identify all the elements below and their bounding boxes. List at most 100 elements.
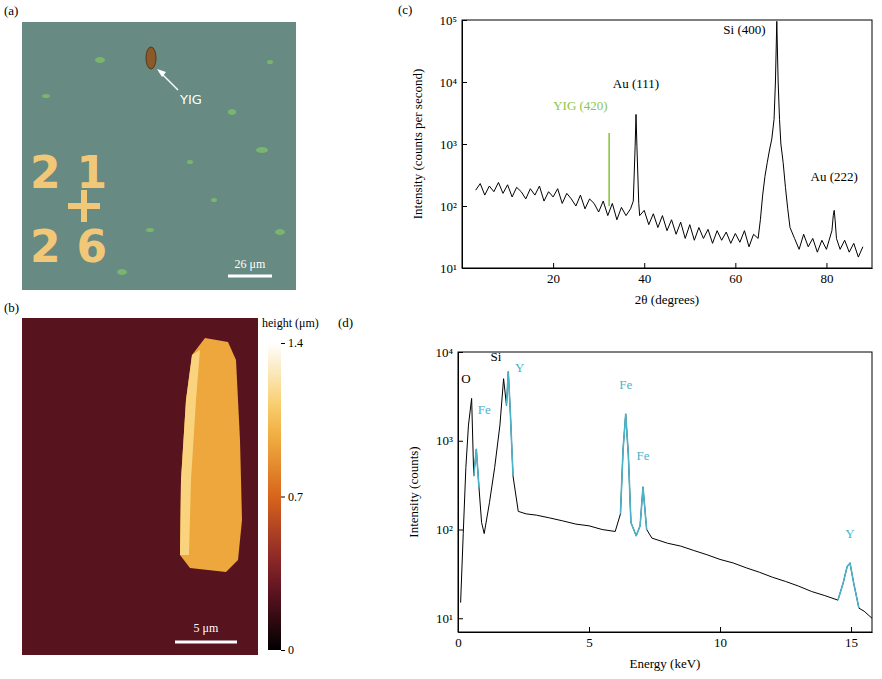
y-tick-label: 10² [436,522,453,537]
peak-label: Fe [619,377,632,392]
flake [180,338,242,572]
y-tick: 10³ [440,137,467,152]
colorbar-tick-label: 0 [288,643,294,657]
arrow-head [157,69,166,77]
y-tick-mark [458,352,463,353]
x-tick-label: 10 [714,635,727,650]
y-tick-mark [462,144,467,145]
y-tick: 10⁴ [435,345,463,360]
y-tick-label: 10³ [440,137,457,152]
x-tick-mark [644,263,645,268]
y-axis-title: Intensity (counts per second) [410,69,425,220]
peak-label: YIG (420) [553,98,608,113]
peak-label: Fe [636,448,649,463]
colorbar-tick: 1.4 [281,336,303,350]
speck [95,57,105,63]
peak-label: Fe [478,402,491,417]
x-axis: 0 5 10 15 [455,627,872,650]
y-tick-mark [458,618,463,619]
peak-label: Au (222) [811,169,858,184]
colorbar-tick-label: 1.4 [288,336,303,350]
panel-3: 05101510¹10²10³10⁴OFeSiYFeFeYEnergy (keV… [406,345,873,671]
y-tick: 10² [440,199,467,214]
y-tick-label: 10⁴ [435,345,453,360]
y-tick-label: 10¹ [440,261,457,276]
x-tick: 60 [729,263,742,286]
x-tick-label: 5 [586,635,593,650]
panel-b: 5 μm00.71.4height (μm) [22,316,319,657]
speck [267,60,273,64]
yig-flake [146,47,156,69]
y-tick: 10¹ [436,611,463,626]
x-tick-label: 15 [845,635,858,650]
plot-marks [476,21,863,257]
y-tick: 10⁴ [439,75,467,90]
x-tick-mark [826,263,827,268]
panel-letter: (b) [4,300,19,315]
x-axis-line [463,268,873,269]
series-line [461,372,872,619]
x-axis: 20 40 60 80 [463,263,873,286]
x-tick-label: 80 [820,271,833,286]
y-tick-label: 10² [440,199,457,214]
y-tick-label: 10¹ [436,611,453,626]
x-tick-label: 0 [455,635,462,650]
y-tick-mark [462,82,467,83]
y-tick-mark [462,206,467,207]
y-tick-mark [462,20,467,21]
x-tick: 5 [586,627,593,650]
scale-bar [228,275,272,278]
series-line [476,21,863,257]
panel-2: 20 40 60 80 10¹ 10² 10³ 10⁴ 10⁵ YIG (420) Au (111)… [410,13,873,307]
y-tick-label: 10³ [436,433,453,448]
speck [42,94,50,98]
colorbar-tick-mark [281,650,285,651]
micrograph [22,22,296,290]
speck [187,160,193,164]
y-axis-line [458,353,459,633]
x-tick: 15 [845,627,858,650]
series-line [608,133,610,206]
speck [211,198,217,202]
colorbar-tick-mark [281,343,285,344]
peak-label: Y [845,526,855,541]
colorbar-tick-label: 0.7 [288,490,303,504]
marker-cross [81,190,87,222]
marker-label: 21 [30,147,123,198]
colorbar-tick: 0 [281,643,294,657]
speck [275,229,285,235]
colorbar-tick-mark [281,497,285,498]
speck [228,109,236,115]
x-tick: 40 [638,263,651,286]
x-tick-mark [720,627,721,632]
panel-a: 2126YIG26 μm [22,22,296,290]
x-tick-mark [589,627,590,632]
y-tick-mark [458,441,463,442]
y-tick-label: 10⁴ [439,75,457,90]
y-axis: 10¹ 10² 10³ 10⁴ 10⁵ [439,13,467,276]
peak-label: Au (111) [613,76,659,91]
figure-svg: 2126YIG26 μm(a)5 μm00.71.4height (μm)(b)… [0,0,882,679]
x-tick-mark [851,627,852,632]
panel-letter: (d) [338,315,353,330]
colorbar-tick: 0.7 [281,490,303,504]
y-axis: 10¹ 10² 10³ 10⁴ [435,345,463,633]
y-tick: 10² [436,522,463,537]
scale-bar [175,641,237,644]
y-tick-label: 10⁵ [439,13,457,28]
x-tick: 10 [714,627,727,650]
panel-letter: (c) [398,2,412,17]
marker-label: 26 [30,221,123,272]
x-tick: 20 [547,263,560,286]
x-tick-label: 20 [547,271,560,286]
peak-label: Si (400) [723,22,765,37]
y-tick: 10¹ [440,261,467,276]
panel-letter: (a) [4,3,18,18]
substrate [22,318,258,655]
figure: 2126YIG26 μm(a)5 μm00.71.4height (μm)(b)… [0,0,882,679]
scale-bar-label: 5 μm [194,621,219,635]
x-tick: 80 [820,263,833,286]
x-axis-line [459,632,873,633]
plot-frame [458,352,872,632]
peak-label: Si [491,349,502,364]
